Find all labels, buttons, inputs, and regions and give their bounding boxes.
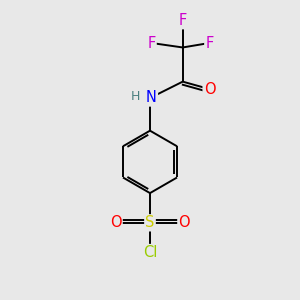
- Text: N: N: [146, 91, 157, 106]
- Text: Cl: Cl: [143, 245, 157, 260]
- Text: O: O: [178, 215, 190, 230]
- Text: F: F: [147, 35, 156, 50]
- Text: H: H: [130, 90, 140, 103]
- Text: F: F: [205, 35, 214, 50]
- Text: S: S: [145, 215, 155, 230]
- Text: F: F: [178, 13, 187, 28]
- Text: O: O: [110, 215, 122, 230]
- Text: O: O: [204, 82, 215, 97]
